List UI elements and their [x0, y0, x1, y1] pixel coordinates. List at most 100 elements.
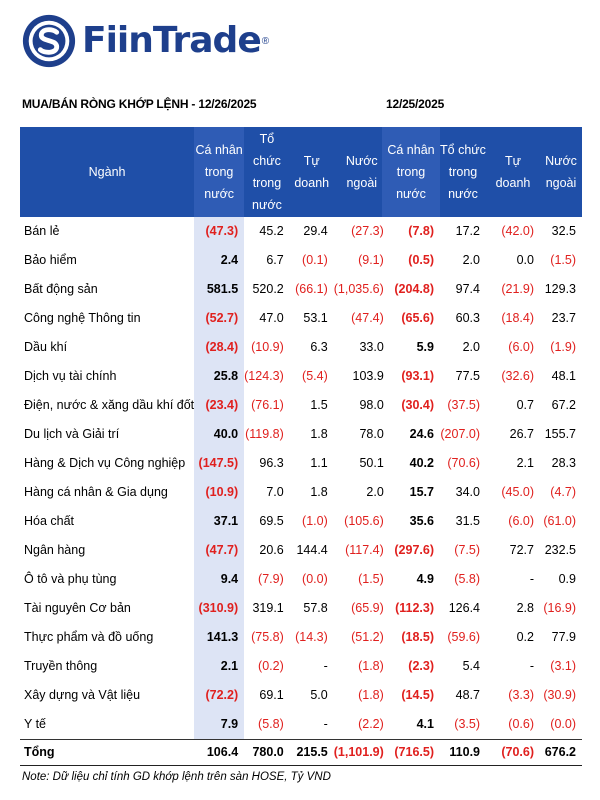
table-cell: 35.6: [409, 514, 434, 529]
table-cell: 69.5: [259, 514, 284, 529]
table-cell: 53.1: [303, 311, 328, 326]
table-row: Công nghệ Thông tin (52.7) 47.0 53.1 (47.4): [20, 304, 390, 333]
table-row: Điện, nước & xăng dầu khí đốt (23.4) (76.1…: [20, 391, 390, 420]
table-row: 4.9 (5.8) - 0.9: [382, 565, 582, 594]
table-cell: (76.1): [251, 398, 284, 413]
table-cell: 232.5: [544, 543, 576, 558]
table-cell: (14.3): [295, 630, 328, 645]
table-cell: 7.9: [194, 710, 245, 740]
table-cell: (1.5): [358, 572, 384, 587]
table-cell: (7.8): [408, 224, 434, 239]
table-cell: 1.1: [310, 456, 328, 471]
table-cell: (5.8): [454, 572, 480, 587]
table-cell: (6.0): [508, 340, 534, 355]
table-cell: 2.0: [366, 485, 384, 500]
table-cell: (119.8): [245, 427, 284, 442]
table-cell: 2.1: [516, 456, 534, 471]
table-cell: 5.0: [310, 688, 328, 703]
table-cell: (1.5): [550, 253, 576, 268]
table-cell: (47.7): [194, 536, 245, 565]
table-cell: 6.3: [310, 340, 328, 355]
table-cell: (147.5): [194, 449, 245, 478]
table-cell: 9.4: [194, 565, 245, 594]
table-row: (7.8) 17.2 (42.0) 32.5: [382, 217, 582, 246]
sector-name: Công nghệ Thông tin: [24, 311, 141, 326]
table-row: Dịch vụ tài chính 25.8 (124.3) (5.4) 103.9: [20, 362, 390, 391]
table-cell: 97.4: [455, 282, 480, 297]
brand-name: FiinTrade: [82, 20, 262, 61]
table-cell: (7.5): [454, 543, 480, 558]
table-cell: 67.2: [551, 398, 576, 413]
table-cell: (1.0): [302, 514, 328, 529]
sector-name: Hóa chất: [24, 514, 75, 529]
table-cell: 25.8: [194, 362, 245, 391]
table-cell: (14.5): [401, 688, 434, 703]
net-trading-table-previous: Cá nhân trong nước Tổ chức trong nước Tự…: [382, 127, 582, 766]
table-cell: 155.7: [544, 427, 576, 442]
table-cell: (105.6): [344, 514, 384, 529]
table-cell: (59.6): [447, 630, 480, 645]
sector-name: Xây dựng và Vật liệu: [24, 688, 141, 703]
table-cell: 45.2: [259, 224, 284, 239]
table-row: Dầu khí (28.4) (10.9) 6.3 33.0: [20, 333, 390, 362]
table-row: Ô tô và phụ tùng 9.4 (7.9) (0.0) (1.5): [20, 565, 390, 594]
table-cell: (3.5): [440, 710, 486, 740]
table-row: 4.1 (3.5) (0.6) (0.0): [382, 710, 582, 740]
table-cell: (30.9): [543, 688, 576, 703]
table-cell: 77.5: [455, 369, 480, 384]
table-cell: (18.4): [501, 311, 534, 326]
table-row: Bảo hiểm 2.4 6.7 (0.1) (9.1): [20, 246, 390, 275]
brand-logo: FiinTrade ®: [20, 10, 269, 72]
table-row: Hàng cá nhân & Gia dụng (10.9) 7.0 1.8 2.0: [20, 478, 390, 507]
total-row: Tổng 106.4 780.0 215.5 (1,101.9): [20, 739, 390, 766]
sector-name: Bán lẻ: [24, 224, 60, 239]
table-cell: (10.9): [251, 340, 284, 355]
table-cell: (65.6): [401, 311, 434, 326]
table-cell: 7.0: [266, 485, 284, 500]
table-cell: 4.9: [416, 572, 434, 587]
table-cell: 6.7: [266, 253, 284, 268]
table-cell: (52.7): [194, 304, 245, 333]
table-cell: 77.9: [551, 630, 576, 645]
table-row: Truyền thông 2.1 (0.2) - (1.8): [20, 652, 390, 681]
table-cell: (51.2): [351, 630, 384, 645]
table-cell: (3.1): [550, 659, 576, 674]
table-cell: 2.0: [462, 340, 480, 355]
table-cell: (0.1): [302, 253, 328, 268]
table-cell: 0.9: [558, 572, 576, 587]
table-cell: (93.1): [401, 369, 434, 384]
table-row: (93.1) 77.5 (32.6) 48.1: [382, 362, 582, 391]
table-cell: (2.3): [408, 659, 434, 674]
table-cell: 144.4: [296, 543, 328, 558]
table-cell: 110.9: [440, 739, 486, 766]
table-cell: 72.7: [509, 543, 534, 558]
table-row: 15.7 34.0 (45.0) (4.7): [382, 478, 582, 507]
table-row: (297.6) (7.5) 72.7 232.5: [382, 536, 582, 565]
table-cell: 47.0: [259, 311, 284, 326]
table-cell: 48.7: [455, 688, 480, 703]
table-row: Bất động sản 581.5 520.2 (66.1) (1,035.6): [20, 275, 390, 304]
sector-name: Tài nguyên Cơ bản: [24, 601, 131, 616]
sector-name: Truyền thông: [24, 659, 98, 674]
table-cell: 29.4: [303, 224, 328, 239]
table-cell: (61.0): [543, 514, 576, 529]
sector-name: Ô tô và phụ tùng: [24, 572, 117, 587]
table-cell: 1.8: [310, 427, 328, 442]
table-cell: (5.8): [244, 710, 290, 740]
table-cell: (21.9): [501, 282, 534, 297]
table-cell: 0.7: [516, 398, 534, 413]
header-foreign: Nước ngoài: [333, 127, 390, 217]
table-cell: 5.9: [416, 340, 434, 355]
table-cell: (5.4): [302, 369, 328, 384]
table-cell: (45.0): [501, 485, 534, 500]
table-cell: 106.4: [194, 739, 245, 766]
table-cell: 32.5: [551, 224, 576, 239]
table-cell: (2.2): [333, 710, 390, 740]
table-header-row: Ngành Cá nhân trong nước Tổ chức trong n…: [20, 127, 390, 217]
table-cell: 520.2: [252, 282, 284, 297]
table-cell: (0.5): [408, 253, 434, 268]
table-cell: 57.8: [303, 601, 328, 616]
table-cell: 40.0: [194, 420, 245, 449]
table-cell: (9.1): [358, 253, 384, 268]
table-row: 24.6 (207.0) 26.7 155.7: [382, 420, 582, 449]
